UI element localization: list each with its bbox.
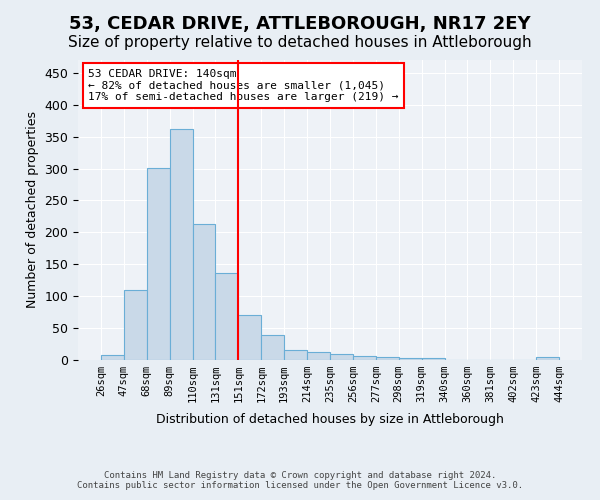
Bar <box>399 358 422 360</box>
Bar <box>170 129 193 360</box>
Bar <box>215 273 238 360</box>
Text: 53, CEDAR DRIVE, ATTLEBOROUGH, NR17 2EY: 53, CEDAR DRIVE, ATTLEBOROUGH, NR17 2EY <box>69 15 531 33</box>
Bar <box>238 316 261 360</box>
Text: Contains HM Land Registry data © Crown copyright and database right 2024.
Contai: Contains HM Land Registry data © Crown c… <box>77 470 523 490</box>
Bar <box>353 356 376 360</box>
Bar <box>536 357 559 360</box>
Text: 53 CEDAR DRIVE: 140sqm
← 82% of detached houses are smaller (1,045)
17% of semi-: 53 CEDAR DRIVE: 140sqm ← 82% of detached… <box>88 69 398 102</box>
Bar <box>376 357 399 360</box>
Y-axis label: Number of detached properties: Number of detached properties <box>26 112 39 308</box>
Bar <box>193 224 215 360</box>
X-axis label: Distribution of detached houses by size in Attleborough: Distribution of detached houses by size … <box>156 414 504 426</box>
Bar <box>284 350 307 360</box>
Bar <box>330 354 353 360</box>
Bar <box>422 358 445 360</box>
Bar <box>261 335 284 360</box>
Bar <box>124 290 147 360</box>
Bar <box>147 168 170 360</box>
Bar <box>307 352 330 360</box>
Bar <box>101 355 124 360</box>
Text: Size of property relative to detached houses in Attleborough: Size of property relative to detached ho… <box>68 35 532 50</box>
